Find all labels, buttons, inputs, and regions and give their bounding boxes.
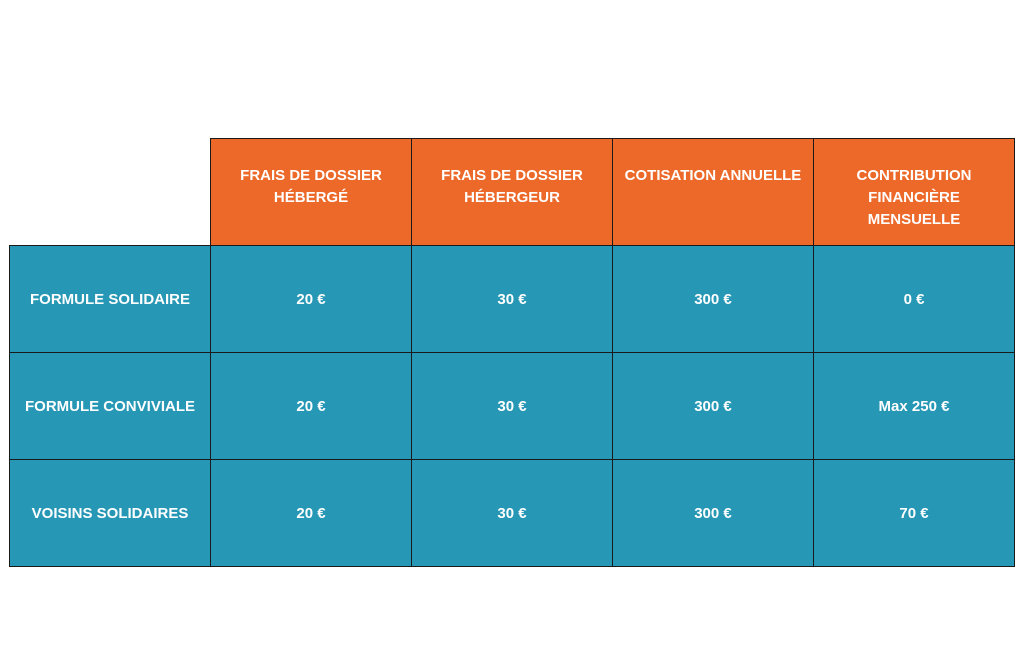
header-cell-frais-dossier-hebergeur: FRAIS DE DOSSIER HÉBERGEUR xyxy=(411,138,613,246)
header-label: COTISATION ANNUELLE xyxy=(624,167,802,184)
row-label: FORMULE CONVIVIALE xyxy=(9,352,211,460)
value-cell: 70 € xyxy=(813,459,1015,567)
table-row-formule-solidaire: FORMULE SOLIDAIRE 20 € 30 € 300 € 0 € xyxy=(9,245,1015,353)
row-label: FORMULE SOLIDAIRE xyxy=(9,245,211,353)
empty-corner-cell xyxy=(9,138,211,246)
value-cell: 30 € xyxy=(411,459,613,567)
value-cell: Max 250 € xyxy=(813,352,1015,460)
value-cell: 0 € xyxy=(813,245,1015,353)
header-label: FRAIS DE DOSSIER HÉBERGÉ xyxy=(240,167,382,206)
table-row-voisins-solidaires: VOISINS SOLIDAIRES 20 € 30 € 300 € 70 € xyxy=(9,459,1015,567)
pricing-table: FRAIS DE DOSSIER HÉBERGÉ FRAIS DE DOSSIE… xyxy=(9,138,1015,567)
value-cell: 20 € xyxy=(210,245,412,353)
header-row: FRAIS DE DOSSIER HÉBERGÉ FRAIS DE DOSSIE… xyxy=(9,138,1015,246)
row-label: VOISINS SOLIDAIRES xyxy=(9,459,211,567)
header-label: CONTRIBUTION FINANCIÈRE MENSUELLE xyxy=(856,167,972,228)
value-cell: 300 € xyxy=(612,245,814,353)
header-cell-cotisation-annuelle: COTISATION ANNUELLE xyxy=(612,138,814,246)
value-cell: 20 € xyxy=(210,352,412,460)
value-cell: 300 € xyxy=(612,352,814,460)
value-cell: 30 € xyxy=(411,352,613,460)
value-cell: 30 € xyxy=(411,245,613,353)
header-label: FRAIS DE DOSSIER HÉBERGEUR xyxy=(441,167,583,206)
header-cell-contribution-financiere-mensuelle: CONTRIBUTION FINANCIÈRE MENSUELLE xyxy=(813,138,1015,246)
value-cell: 20 € xyxy=(210,459,412,567)
header-cell-frais-dossier-heberge: FRAIS DE DOSSIER HÉBERGÉ xyxy=(210,138,412,246)
value-cell: 300 € xyxy=(612,459,814,567)
table-row-formule-conviviale: FORMULE CONVIVIALE 20 € 30 € 300 € Max 2… xyxy=(9,352,1015,460)
